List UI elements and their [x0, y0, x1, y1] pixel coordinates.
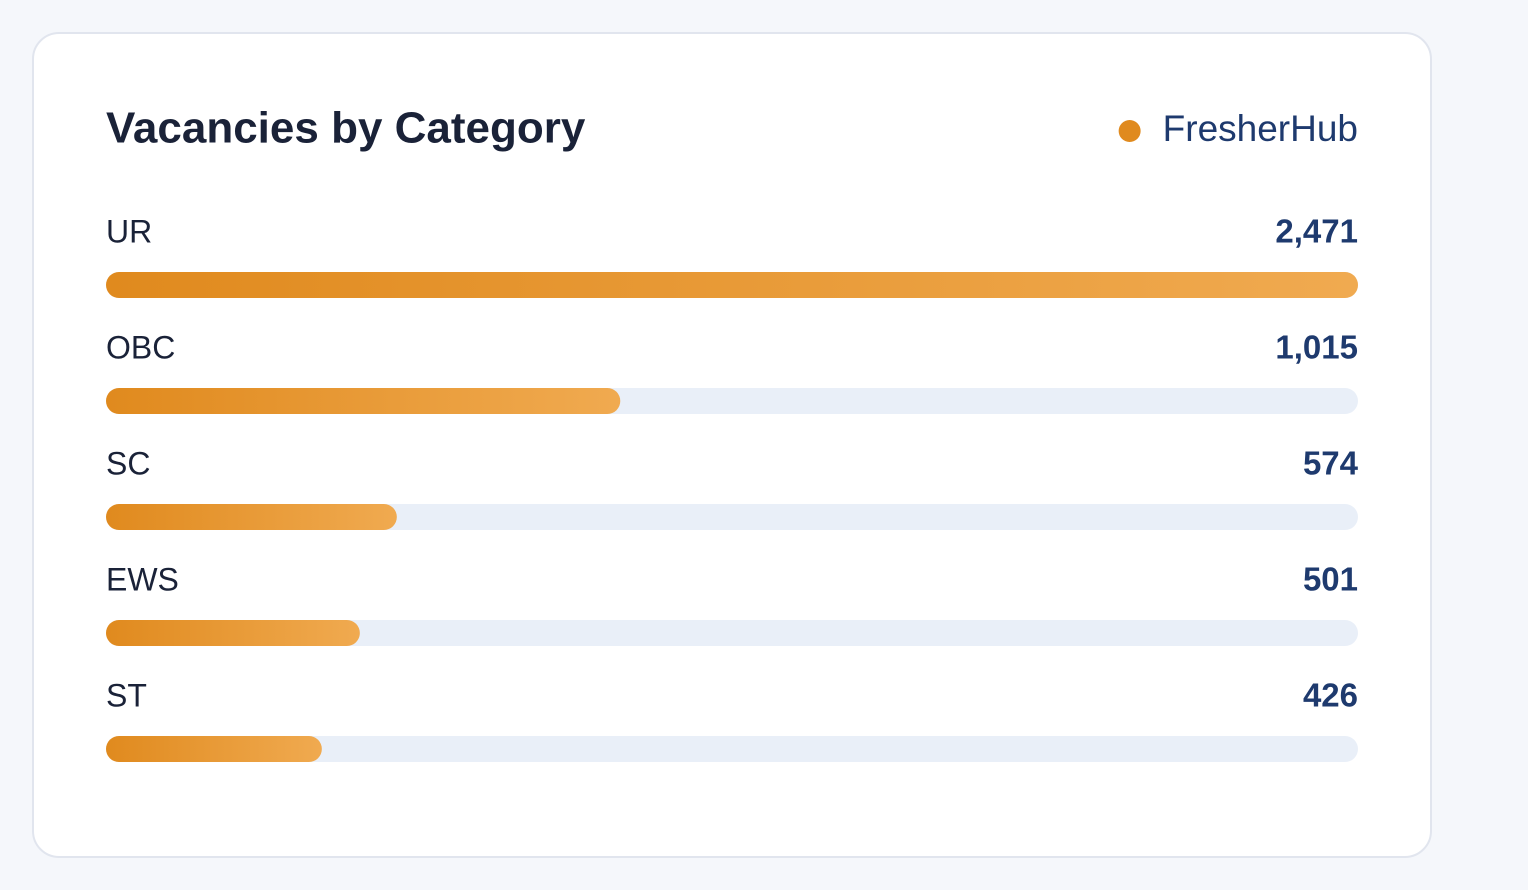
bar	[106, 620, 360, 646]
value-label: 574	[1303, 445, 1359, 482]
bar-track	[106, 736, 1358, 762]
value-label: 2,471	[1275, 213, 1358, 250]
value-label: 501	[1303, 561, 1358, 598]
value-label: 426	[1303, 677, 1358, 714]
category-label: UR	[106, 213, 152, 249]
category-label: ST	[106, 677, 147, 713]
category-label: OBC	[106, 329, 175, 365]
bar	[106, 504, 397, 530]
bar	[106, 272, 1358, 298]
value-label: 1,015	[1275, 329, 1358, 366]
legend-marker	[1118, 120, 1141, 142]
bar-track	[106, 620, 1358, 646]
category-label: EWS	[106, 561, 179, 597]
bar-track	[106, 504, 1358, 530]
card	[32, 32, 1432, 858]
bar	[106, 736, 322, 762]
category-label: SC	[106, 445, 150, 481]
legend-label: FresherHub	[1163, 108, 1358, 149]
chart-title: Vacancies by Category	[106, 104, 586, 153]
bar	[106, 388, 621, 414]
